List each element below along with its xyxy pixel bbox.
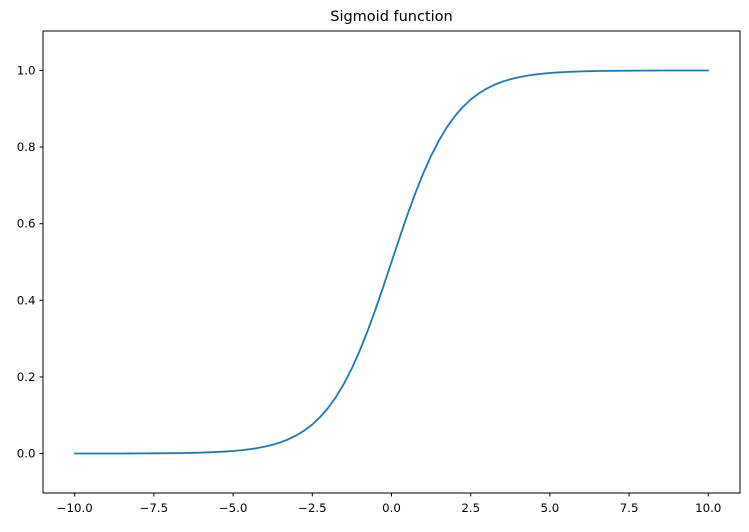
x-tick-label: 5.0 xyxy=(541,501,560,515)
x-tick-label: −10.0 xyxy=(57,501,93,515)
x-tick-label: −7.5 xyxy=(140,501,169,515)
x-tick-label: 10.0 xyxy=(695,501,721,515)
plot-title: Sigmoid function xyxy=(330,9,453,25)
y-tick-label: 1.0 xyxy=(17,63,36,77)
x-tick-label: −5.0 xyxy=(219,501,248,515)
y-tick-label: 0.4 xyxy=(17,293,36,307)
y-tick-label: 0.0 xyxy=(17,447,36,461)
x-axis: −10.0 −7.5 −5.0 −2.5 0.0 2.5 5.0 7.5 10.0 xyxy=(57,493,721,515)
x-tick-label: 7.5 xyxy=(620,501,639,515)
sigmoid-curve xyxy=(73,69,710,455)
y-tick-label: 0.8 xyxy=(17,140,36,154)
y-tick-label: 0.6 xyxy=(17,217,36,231)
x-tick-label: 2.5 xyxy=(461,501,480,515)
y-axis: 0.0 0.2 0.4 0.6 0.8 1.0 xyxy=(17,63,43,461)
x-tick-label: 0.0 xyxy=(382,501,401,515)
x-tick-label: −2.5 xyxy=(298,501,327,515)
y-tick-label: 0.2 xyxy=(17,370,36,384)
